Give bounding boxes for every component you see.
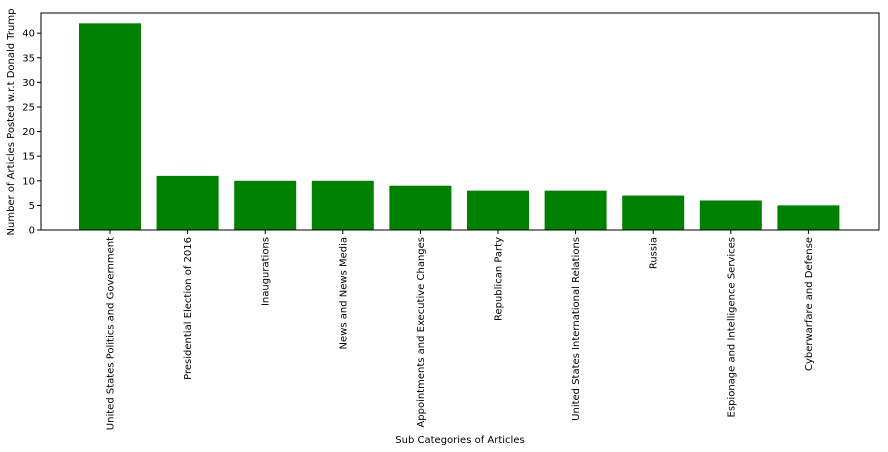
plot-area: 0 5 10 15 20 25 30 35 40 United States Politics a…	[22, 23, 840, 430]
x-tick-label: News and News Media	[338, 237, 349, 349]
x-tick-label: Appointments and Executive Changes	[416, 237, 427, 428]
bar	[156, 175, 219, 230]
y-tick-label: 10	[22, 176, 35, 187]
bar	[544, 190, 607, 230]
y-tick-label: 25	[22, 102, 35, 113]
bar	[467, 190, 529, 230]
x-tick-label: Cyberwarfare and Defense	[804, 237, 815, 371]
y-tick-label: 35	[22, 53, 35, 64]
bar	[234, 180, 297, 230]
y-tick-label: 5	[29, 201, 35, 212]
bar	[389, 185, 452, 230]
y-tick-label: 15	[22, 152, 35, 163]
x-tick-label: Russia	[649, 237, 660, 269]
bar	[777, 205, 840, 230]
y-tick-label: 40	[22, 29, 35, 40]
x-tick-label: United States International Relations	[571, 237, 582, 421]
bar	[311, 180, 374, 230]
x-axis-label: Sub Categories of Articles	[395, 435, 524, 446]
y-tick-label: 20	[22, 127, 35, 138]
x-tick-label: United States Politics and Government	[106, 237, 117, 430]
plot-frame	[40, 12, 880, 231]
bar	[79, 23, 141, 231]
y-tick-label: 30	[22, 78, 35, 89]
y-tick-label: 0	[29, 226, 35, 237]
bar	[699, 200, 762, 230]
x-tick-label: Republican Party	[494, 237, 505, 321]
x-tick-label: Presidential Election of 2016	[183, 237, 194, 380]
x-tick-label: Inaugurations	[261, 237, 272, 306]
x-tick-label: Espionage and Intelligence Services	[726, 237, 737, 417]
bar	[622, 195, 685, 230]
y-axis-label: Number of Articles Posted w.r.t Donald T…	[6, 9, 17, 236]
